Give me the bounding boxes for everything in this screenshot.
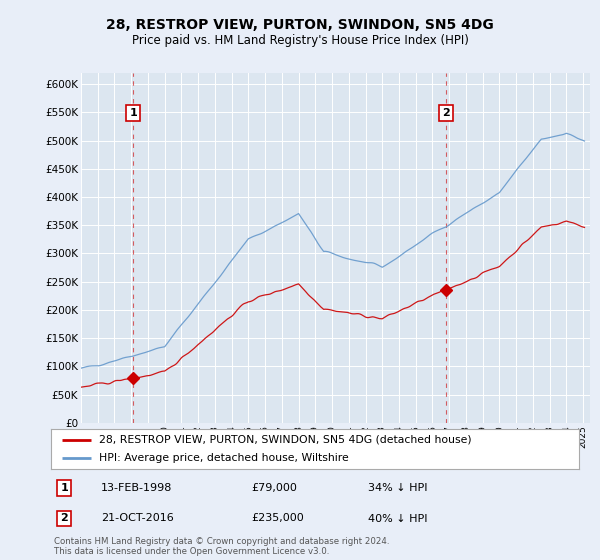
Text: 28, RESTROP VIEW, PURTON, SWINDON, SN5 4DG: 28, RESTROP VIEW, PURTON, SWINDON, SN5 4… <box>106 18 494 32</box>
Text: 34% ↓ HPI: 34% ↓ HPI <box>368 483 427 493</box>
Text: 28, RESTROP VIEW, PURTON, SWINDON, SN5 4DG (detached house): 28, RESTROP VIEW, PURTON, SWINDON, SN5 4… <box>98 435 471 445</box>
Text: £235,000: £235,000 <box>251 514 304 524</box>
Text: Price paid vs. HM Land Registry's House Price Index (HPI): Price paid vs. HM Land Registry's House … <box>131 34 469 48</box>
Text: 2: 2 <box>442 108 449 118</box>
Text: 2: 2 <box>61 514 68 524</box>
Text: Contains HM Land Registry data © Crown copyright and database right 2024.
This d: Contains HM Land Registry data © Crown c… <box>54 537 389 556</box>
Text: HPI: Average price, detached house, Wiltshire: HPI: Average price, detached house, Wilt… <box>98 454 348 463</box>
Text: £79,000: £79,000 <box>251 483 298 493</box>
Text: 1: 1 <box>130 108 137 118</box>
Text: 13-FEB-1998: 13-FEB-1998 <box>101 483 173 493</box>
Text: 21-OCT-2016: 21-OCT-2016 <box>101 514 174 524</box>
Text: 1: 1 <box>61 483 68 493</box>
Text: 40% ↓ HPI: 40% ↓ HPI <box>368 514 427 524</box>
